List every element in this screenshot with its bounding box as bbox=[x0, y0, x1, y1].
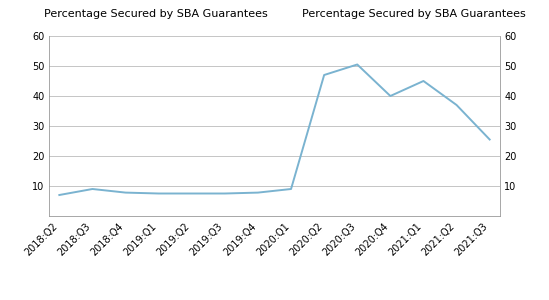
Text: Percentage Secured by SBA Guarantees: Percentage Secured by SBA Guarantees bbox=[44, 9, 268, 19]
Text: Percentage Secured by SBA Guarantees: Percentage Secured by SBA Guarantees bbox=[302, 9, 526, 19]
